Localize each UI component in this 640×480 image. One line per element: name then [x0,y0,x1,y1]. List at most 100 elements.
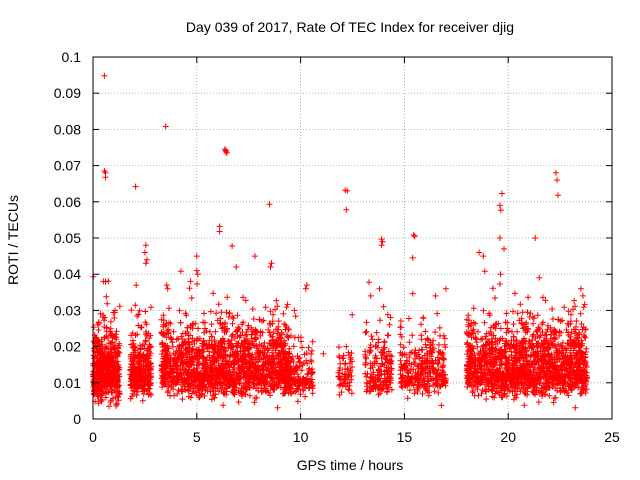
data-point [107,364,114,371]
data-point [256,379,263,386]
data-point [294,371,301,378]
data-point [263,381,270,388]
data-point [177,319,184,326]
data-point [262,387,269,394]
data-point [178,359,185,366]
data-point [176,343,183,350]
data-point [158,330,165,337]
data-point [185,344,191,351]
y-tick-label: 0.03 [54,302,81,318]
data-point [303,350,310,357]
data-point [243,331,250,338]
data-point [179,354,186,360]
data-point [187,359,194,366]
data-point [240,365,247,371]
data-point [128,351,135,358]
data-point [211,337,218,344]
data-point [177,268,184,275]
data-point [229,313,236,320]
data-point [309,369,316,376]
data-point [140,351,147,358]
x-tick-label: 15 [397,429,413,445]
data-point [165,355,172,362]
data-point [109,357,115,364]
data-point [286,371,293,378]
data-point [95,400,102,407]
data-point [174,374,181,381]
data-point [261,371,268,378]
data-point [211,394,218,401]
data-point [266,329,273,336]
data-point [158,341,165,348]
data-point [275,326,282,333]
data-point [142,379,149,386]
data-point [204,364,211,371]
data-point [179,336,186,342]
data-point [247,340,254,347]
data-point [193,337,200,344]
data-point [99,360,106,366]
data-point [182,386,189,393]
data-point [296,359,303,366]
data-point [114,351,121,358]
data-point [187,332,194,339]
data-points [90,72,590,411]
data-point [135,352,142,359]
data-point [277,335,284,342]
data-point [95,391,102,398]
data-point [275,382,282,389]
data-point [223,328,230,335]
data-point [224,294,231,301]
data-point [190,374,197,381]
data-point [305,385,312,392]
data-point [105,388,112,395]
data-point [135,311,142,318]
data-point [203,384,210,390]
data-point [228,375,235,382]
data-point [228,333,235,340]
data-point [96,386,103,393]
data-point [200,340,206,347]
data-point [232,381,239,388]
data-point [194,335,201,342]
data-point [270,311,276,318]
data-point [110,367,117,374]
data-point [112,394,119,401]
data-point [185,383,192,390]
data-point [170,358,177,365]
data-point [108,371,115,378]
data-point [113,328,120,335]
data-point [175,347,182,354]
data-point [267,392,274,399]
data-point [212,391,219,398]
data-point [274,404,281,411]
data-point [133,282,140,289]
data-point [268,374,275,381]
data-point [94,321,101,328]
data-point [113,360,120,367]
x-tick-label: 25 [604,429,620,445]
data-point [208,377,214,384]
data-point [284,301,291,308]
data-point [102,370,109,376]
data-point [253,385,260,392]
data-point [202,360,209,366]
data-point [131,364,138,370]
data-point [203,328,210,335]
data-point [239,352,246,359]
data-point [147,332,154,339]
data-point [141,387,147,394]
data-point [300,375,307,382]
data-point [128,307,135,314]
data-point [202,325,208,332]
data-point [200,360,207,367]
data-point [194,355,201,362]
data-point [309,390,316,397]
data-point [167,354,174,361]
data-point [239,329,246,335]
data-point [285,378,292,385]
data-point [240,343,247,350]
data-point [242,361,249,368]
data-point [294,353,301,359]
data-point [144,372,151,379]
